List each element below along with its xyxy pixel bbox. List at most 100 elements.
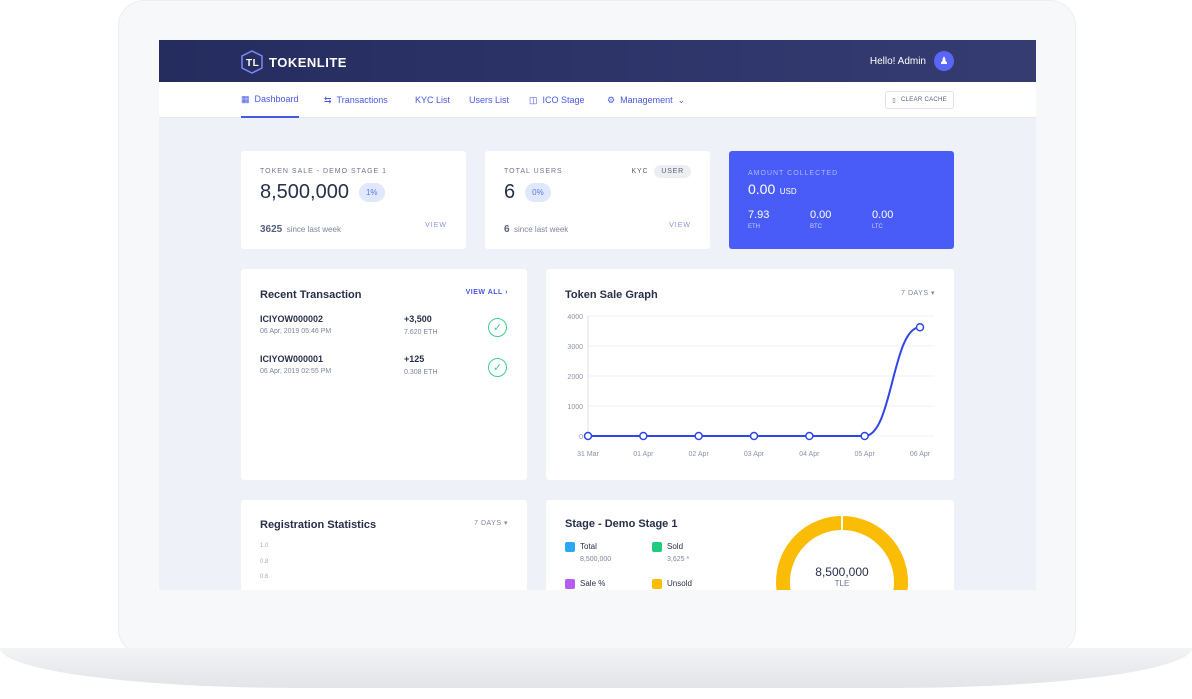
tx-amount: +3,500 [404, 314, 432, 324]
token-sale-value: 8,500,000 [260, 181, 349, 203]
kyc-tab[interactable]: KYC [631, 168, 649, 175]
logo[interactable]: TL TOKENLITE [241, 50, 347, 74]
tx-id: ICIYOW000001 [260, 354, 324, 364]
doughnut-center-unit: TLE [834, 579, 850, 588]
legend-swatch [565, 579, 575, 589]
tx-date: 06 Apr, 2019 05:46 PM [260, 328, 332, 335]
data-point [860, 431, 869, 441]
token-sale-card: TOKEN SALE - DEMO STAGE 1 8,500,000 1% 3… [241, 151, 466, 249]
caret-down-icon: ▾ [503, 520, 508, 527]
data-point [639, 431, 648, 441]
nav-users-list[interactable]: Users List [469, 82, 509, 118]
caret-down-icon: ▾ [930, 290, 935, 297]
user-icon: ♟ [934, 51, 954, 71]
laptop-base [0, 648, 1192, 688]
brand-name: TOKENLITE [269, 54, 347, 70]
x-tick-label: 04 Apr [799, 451, 820, 458]
ltc-value: 0.00 [872, 209, 894, 221]
nav-management[interactable]: ⚙ Management ⌄ [607, 82, 685, 118]
view-all-label: VIEW ALL [465, 289, 503, 296]
stage-title: Stage - Demo Stage 1 [565, 518, 678, 530]
amount-collected-card: AMOUNT COLLECTED 0.00 USD 7.93 ETH 0.00 … [729, 151, 954, 249]
tx-id: ICIYOW000002 [260, 314, 324, 324]
since-value: 6 [504, 224, 510, 235]
x-tick-label: 02 Apr [689, 451, 710, 458]
nav-transactions[interactable]: ⇆ Transactions [324, 82, 388, 118]
tx-eth: 7.620 ETH [404, 329, 438, 336]
data-point [583, 431, 593, 441]
x-tick-label: 03 Apr [744, 451, 765, 458]
doughnut-chart [776, 516, 908, 590]
graph-title: Token Sale Graph [565, 289, 658, 301]
range-label: 7 DAYS [474, 520, 502, 527]
legend-label: Sale % [580, 579, 606, 589]
legend-unsold: Unsold [652, 579, 692, 589]
since-value: 3625 [260, 224, 283, 235]
since-label: since last week [514, 225, 569, 234]
clear-cache-button[interactable]: ▯ CLEAR CACHE [885, 91, 954, 109]
user-menu[interactable]: Hello! Admin ♟ [870, 51, 954, 71]
clear-cache-label: CLEAR CACHE [901, 97, 947, 103]
legend-sale-pct: Sale % [565, 579, 605, 589]
legend-label: Total [580, 542, 597, 552]
tx-date: 06 Apr, 2019 02:55 PM [260, 368, 332, 375]
eth-value: 7.93 [748, 209, 770, 221]
legend-value: 3,625 * [667, 556, 690, 563]
view-link[interactable]: VIEW [425, 222, 447, 229]
nav-dashboard[interactable]: ▦ Dashboard [241, 82, 299, 118]
y-tick-label: 0 [579, 434, 583, 441]
registration-stats-card: Registration Statistics 7 DAYS ▾ 1.0 0.8… [241, 500, 527, 590]
screen: TL TOKENLITE Hello! Admin ♟ ▦ Dashboard ⇆… [159, 40, 1036, 590]
range-label: 7 DAYS [901, 290, 929, 297]
legend-swatch [565, 542, 575, 552]
total-users-card: TOTAL USERS KYC USER 6 0% 6 since last w… [485, 151, 710, 249]
nav-kyc-list[interactable]: KYC List [415, 82, 450, 118]
users-label: TOTAL USERS [504, 168, 563, 175]
view-all-link[interactable]: VIEW ALL › [466, 289, 508, 296]
chevron-right-icon: › [505, 289, 508, 296]
token-sale-graph-card: Token Sale Graph 7 DAYS ▾ 0 1000 2000 3000 4… [546, 269, 954, 480]
transaction-row[interactable]: ICIYOW000001 06 Apr, 2019 02:55 PM +125 … [260, 354, 510, 377]
legend-label: Unsold [667, 579, 692, 589]
since-label: since last week [286, 225, 341, 234]
check-circle-icon: ✓ [488, 318, 507, 337]
view-link[interactable]: VIEW [669, 222, 691, 229]
y-tick-label: 3000 [567, 344, 583, 351]
transaction-row[interactable]: ICIYOW000002 06 Apr, 2019 05:46 PM +3,50… [260, 314, 510, 337]
range-dropdown[interactable]: 7 DAYS ▾ [901, 289, 935, 297]
amount-unit: USD [779, 187, 797, 196]
x-tick-label: 01 Apr [633, 451, 654, 458]
gear-icon: ⚙ [607, 94, 616, 105]
amount-value: 0.00 [748, 181, 776, 197]
series-line [588, 326, 921, 437]
y-tick-label: 1000 [567, 404, 583, 411]
btc-unit: BTC [810, 224, 822, 230]
registration-title: Registration Statistics [260, 519, 377, 531]
y-tick-label: 2000 [567, 374, 583, 381]
logo-icon: TL [241, 50, 263, 74]
token-sale-label: TOKEN SALE - DEMO STAGE 1 [260, 168, 388, 175]
grid-icon: ▦ [241, 93, 250, 104]
user-tab[interactable]: USER [654, 165, 691, 178]
nav-label: ICO Stage [542, 95, 585, 105]
top-bar: TL TOKENLITE Hello! Admin ♟ [159, 40, 1036, 82]
y-tick-label: 4000 [567, 314, 583, 321]
nav-label: Users List [469, 95, 510, 105]
ltc-unit: LTC [872, 224, 883, 230]
y-tick: 0.6 [260, 574, 269, 580]
range-dropdown[interactable]: 7 DAYS ▾ [474, 519, 508, 527]
users-pct: 0% [525, 183, 551, 202]
stage-card: Stage - Demo Stage 1 Total 8,500,000 Sold… [546, 500, 954, 590]
greeting: Hello! Admin [869, 55, 926, 67]
amount-label: AMOUNT COLLECTED [748, 170, 839, 177]
nav-ico-stage[interactable]: ◫ ICO Stage [529, 82, 585, 118]
recent-title: Recent Transaction [260, 289, 362, 301]
legend-label: Sold [667, 542, 684, 552]
legend-total: Total 8,500,000 [565, 542, 611, 563]
line-chart: 0 1000 2000 3000 4000 31 Mar 01 Apr 02 Apr 03 Ap… [567, 314, 934, 458]
btc-value: 0.00 [810, 209, 832, 221]
svg-text:TL: TL [246, 58, 259, 69]
nav-label: KYC List [415, 95, 451, 105]
nav-label: Management [620, 95, 673, 105]
data-point [915, 323, 925, 332]
